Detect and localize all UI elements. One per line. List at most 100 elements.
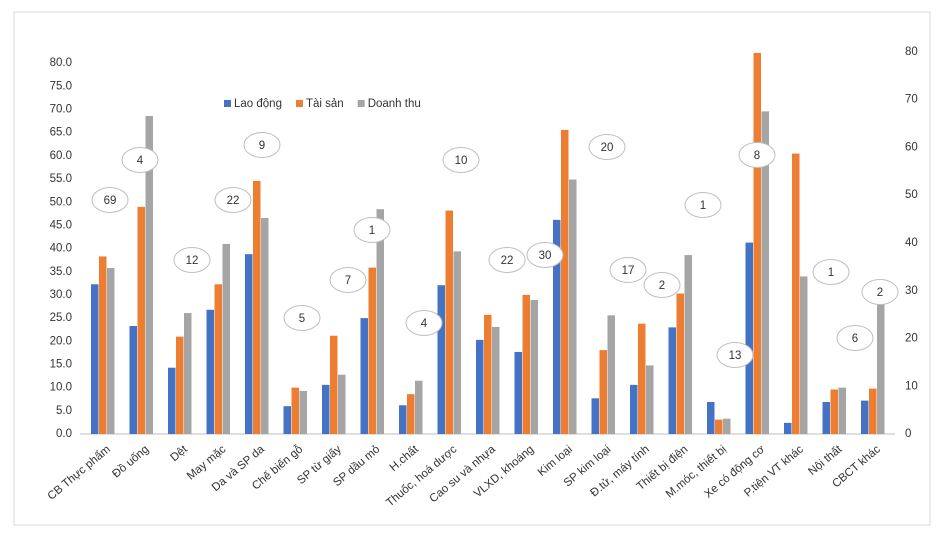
y2-tick-label: 70 <box>905 94 918 106</box>
annotation: 4 <box>421 318 428 330</box>
bar <box>445 210 453 434</box>
annotation: 69 <box>104 195 117 207</box>
bar <box>784 422 792 434</box>
bar <box>399 405 407 434</box>
bar <box>176 336 184 434</box>
annotation-circle <box>684 192 722 218</box>
bar <box>407 394 415 434</box>
chart-frame <box>13 11 931 526</box>
legend-swatch <box>224 100 231 107</box>
annotation-circle <box>861 279 899 305</box>
y-tick-label: 10.0 <box>50 382 72 394</box>
annotation: 7 <box>345 275 351 287</box>
bar <box>676 293 684 434</box>
bar <box>107 268 115 434</box>
bar <box>792 153 800 435</box>
y-tick-label: 25.0 <box>50 312 72 324</box>
annotation-circle <box>442 147 480 173</box>
bar <box>453 251 461 434</box>
annotation-circle <box>405 310 443 336</box>
y2-tick-label: 50 <box>905 189 918 201</box>
bar <box>184 313 192 434</box>
annotation-circle <box>173 247 211 273</box>
bar <box>553 219 561 434</box>
bar <box>599 350 607 434</box>
bar <box>684 255 692 434</box>
annotation: 22 <box>501 255 514 267</box>
annotation-circle <box>588 134 626 160</box>
annotation-circle <box>243 132 281 158</box>
annotation: 10 <box>455 155 468 167</box>
annotation-circle <box>214 187 252 213</box>
y2-tick-label: 40 <box>905 237 918 249</box>
annotation-circle <box>91 187 129 213</box>
bar <box>330 335 338 434</box>
bar <box>646 365 654 434</box>
bar <box>668 327 676 434</box>
y-tick-label: 55.0 <box>50 173 72 185</box>
annotation-circle <box>488 247 526 273</box>
annotation: 20 <box>601 142 614 154</box>
bar <box>299 390 307 434</box>
y2-tick-label: 20 <box>905 333 918 345</box>
y-tick-label: 50.0 <box>50 196 72 208</box>
annotation: 1 <box>700 200 706 212</box>
annotation: 13 <box>729 350 742 362</box>
bar <box>569 179 577 434</box>
annotation-circle <box>643 272 681 298</box>
legend-label: Doanh thu <box>368 98 421 110</box>
annotation-circle <box>283 305 321 331</box>
bar <box>368 267 376 434</box>
annotation: 9 <box>259 140 265 152</box>
annotation-circle <box>526 242 564 268</box>
bar <box>800 276 808 434</box>
annotation: 1 <box>369 225 375 237</box>
annotation: 30 <box>539 250 552 262</box>
bar <box>91 284 99 434</box>
bar <box>522 294 530 434</box>
bar <box>869 388 877 434</box>
bar <box>822 402 830 434</box>
annotation: 2 <box>877 287 883 299</box>
y-tick-label: 15.0 <box>50 359 72 371</box>
bar <box>591 398 599 434</box>
y-tick-label: 35.0 <box>50 266 72 278</box>
annotation-circle <box>836 325 874 351</box>
bar <box>137 206 145 434</box>
bar <box>761 111 769 434</box>
y-tick-label: 5.0 <box>56 405 72 417</box>
bar <box>745 242 753 434</box>
y-tick-label: 40.0 <box>50 243 72 255</box>
legend-label: Lao động <box>234 98 282 110</box>
y-tick-label: 45.0 <box>50 219 72 231</box>
y2-tick-label: 30 <box>905 285 918 297</box>
bar <box>514 351 522 434</box>
annotation-circle <box>812 259 850 285</box>
bar <box>723 418 731 434</box>
bar <box>214 284 222 434</box>
bar <box>638 323 646 434</box>
bar <box>877 289 885 434</box>
y-tick-label: 65.0 <box>50 127 72 139</box>
legend-swatch <box>295 100 303 107</box>
bar <box>753 52 761 435</box>
annotation-circle <box>353 217 391 243</box>
annotation: 8 <box>754 150 760 162</box>
y-tick-label: 0.0 <box>56 428 72 440</box>
annotation-circle <box>716 342 754 368</box>
annotation: 12 <box>186 255 199 267</box>
y2-tick-label: 60 <box>905 141 918 153</box>
bar <box>129 325 137 434</box>
bar <box>360 318 368 434</box>
bar <box>830 389 838 434</box>
legend-swatch <box>357 100 365 107</box>
bar <box>261 217 269 434</box>
bar <box>861 400 869 434</box>
bar <box>99 256 107 434</box>
annotation-circle <box>329 267 367 293</box>
bar <box>145 116 153 434</box>
annotation: 2 <box>659 280 665 292</box>
annotation: 5 <box>299 313 305 325</box>
bar <box>492 326 500 434</box>
bar <box>484 314 492 434</box>
